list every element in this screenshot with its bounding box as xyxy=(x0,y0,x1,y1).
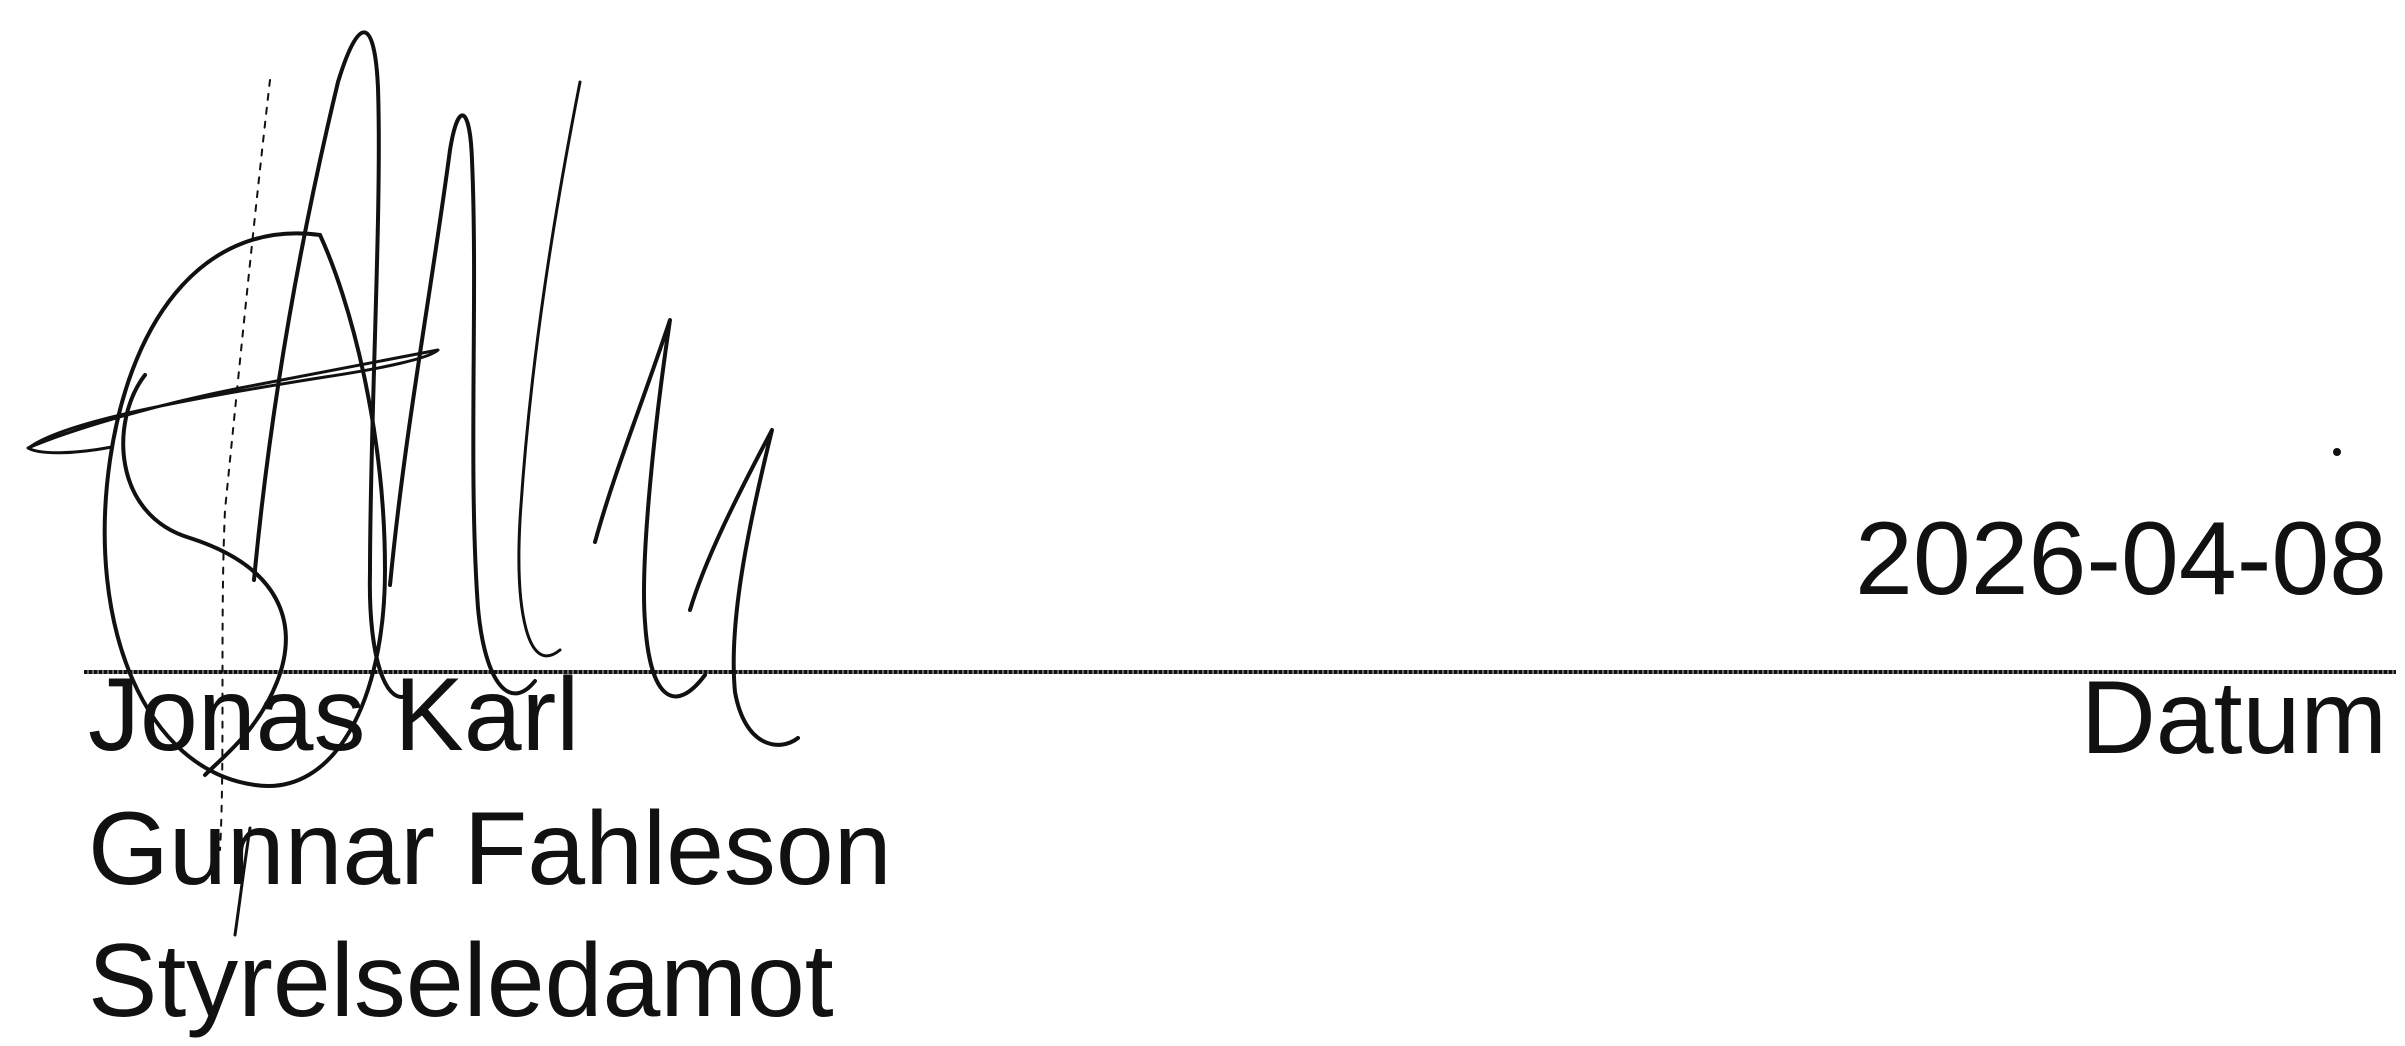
signature-m-stroke xyxy=(593,318,707,699)
stray-ink-dot xyxy=(2333,448,2341,456)
signature-tall-slant xyxy=(517,80,582,658)
signer-role: Styrelseledamot xyxy=(88,923,834,1039)
signer-name-line1: Jonas Karl xyxy=(88,657,580,773)
signer-name-line2: Gunnar Fahleson xyxy=(88,791,892,907)
signature-cross-stroke xyxy=(26,348,440,455)
date-value: 2026-04-08 xyxy=(1855,501,2387,617)
signature-tall-loop-1 xyxy=(252,30,412,699)
date-label: Datum xyxy=(2080,660,2387,776)
signature-line xyxy=(84,670,2396,674)
signature-u-stroke xyxy=(688,428,800,747)
signature-tall-loop-2 xyxy=(388,113,537,696)
